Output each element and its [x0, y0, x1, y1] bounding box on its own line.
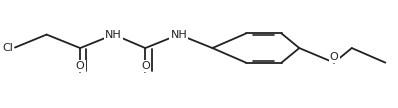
Text: O: O [141, 61, 150, 71]
Text: NH: NH [105, 30, 122, 40]
Text: NH: NH [170, 30, 187, 40]
Text: Cl: Cl [2, 43, 13, 52]
Text: O: O [330, 52, 338, 62]
Text: O: O [76, 61, 84, 71]
